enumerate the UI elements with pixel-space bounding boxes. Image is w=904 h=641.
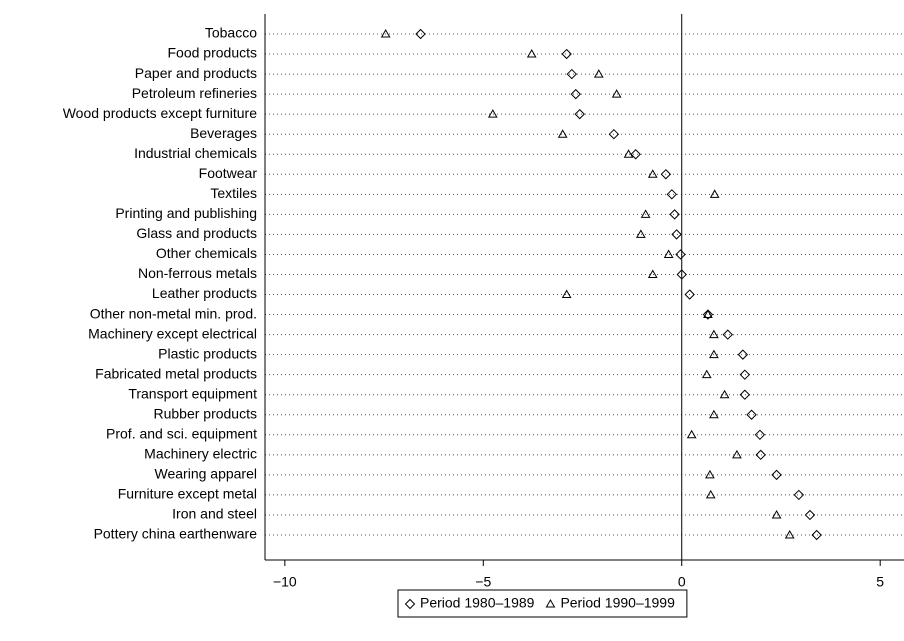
point: [611, 89, 622, 98]
point: [739, 369, 751, 380]
point: [561, 48, 572, 60]
point: [663, 249, 674, 258]
y-tick-label: Fabricated metal products: [95, 365, 257, 381]
y-tick-label: Industrial chemicals: [134, 145, 257, 161]
point: [557, 129, 568, 138]
point: [709, 189, 720, 198]
y-tick-label: Transport equipment: [128, 385, 257, 401]
point: [647, 269, 658, 278]
point: [660, 169, 672, 180]
point: [732, 449, 742, 459]
point: [705, 489, 716, 499]
x-tick-label: 0: [678, 574, 686, 590]
legend-marker: [545, 598, 556, 608]
y-tick-label: Beverages: [190, 125, 257, 141]
point: [666, 189, 678, 200]
y-tick-label: Prof. and sci. equipment: [106, 426, 257, 442]
point: [593, 69, 604, 78]
point: [811, 529, 822, 541]
x-tick-label: 5: [876, 574, 884, 590]
point: [669, 209, 680, 220]
point: [623, 149, 634, 158]
y-tick-label: Wearing apparel: [155, 466, 257, 482]
y-tick-label: Non-ferrous metals: [138, 265, 257, 281]
point: [746, 409, 757, 420]
y-tick-label: Wood products except furniture: [63, 105, 258, 121]
point: [709, 349, 719, 359]
point: [771, 509, 782, 519]
x-tick-label: −5: [475, 574, 491, 590]
point: [771, 469, 782, 481]
legend-label: Period 1990–1999: [560, 595, 675, 611]
point: [415, 28, 426, 40]
point: [570, 88, 581, 100]
point: [566, 68, 578, 80]
y-tick-label: Food products: [168, 45, 258, 61]
point: [574, 108, 585, 120]
point: [755, 449, 766, 461]
point: [526, 49, 537, 58]
legend-label: Period 1980–1989: [420, 595, 535, 611]
point: [487, 109, 498, 118]
y-tick-label: Glass and products: [136, 225, 257, 241]
y-tick-label: Printing and publishing: [115, 205, 257, 221]
point: [671, 229, 682, 240]
point: [380, 28, 391, 38]
point: [793, 489, 805, 501]
y-tick-label: Tobacco: [205, 25, 257, 41]
legend: [397, 589, 688, 618]
point: [676, 269, 687, 280]
point: [675, 249, 686, 260]
point: [722, 329, 733, 340]
x-tick-label: −10: [273, 574, 297, 590]
y-tick-label: Textiles: [210, 185, 257, 201]
point: [719, 389, 730, 399]
point: [709, 329, 719, 339]
point: [784, 529, 795, 539]
y-tick-label: Pottery china earthenware: [94, 526, 258, 542]
point: [701, 369, 712, 379]
point: [739, 389, 751, 400]
point: [703, 309, 713, 319]
point: [608, 128, 620, 140]
point: [754, 429, 766, 441]
y-tick-label: Machinery electric: [144, 446, 257, 462]
point: [705, 469, 715, 479]
point: [702, 309, 714, 320]
y-tick-label: Footwear: [199, 165, 258, 181]
y-tick-label: Furniture except metal: [118, 486, 257, 502]
y-tick-label: Other non-metal min. prod.: [90, 305, 257, 321]
y-tick-label: Other chemicals: [156, 245, 257, 261]
y-tick-label: Paper and products: [135, 65, 257, 81]
y-tick-label: Rubber products: [153, 405, 257, 421]
point: [630, 149, 641, 160]
y-tick-label: Machinery except electrical: [88, 325, 257, 341]
point: [684, 289, 695, 300]
point: [640, 209, 651, 218]
legend-marker: [404, 598, 416, 610]
y-tick-label: Iron and steel: [172, 506, 257, 522]
point: [561, 289, 572, 299]
point: [686, 429, 697, 439]
point: [647, 169, 658, 178]
y-tick-label: Petroleum refineries: [132, 85, 257, 101]
point: [635, 229, 646, 238]
point: [737, 349, 749, 360]
point: [709, 409, 719, 419]
point: [804, 509, 816, 521]
y-tick-label: Leather products: [152, 285, 257, 301]
y-tick-label: Plastic products: [158, 345, 257, 361]
